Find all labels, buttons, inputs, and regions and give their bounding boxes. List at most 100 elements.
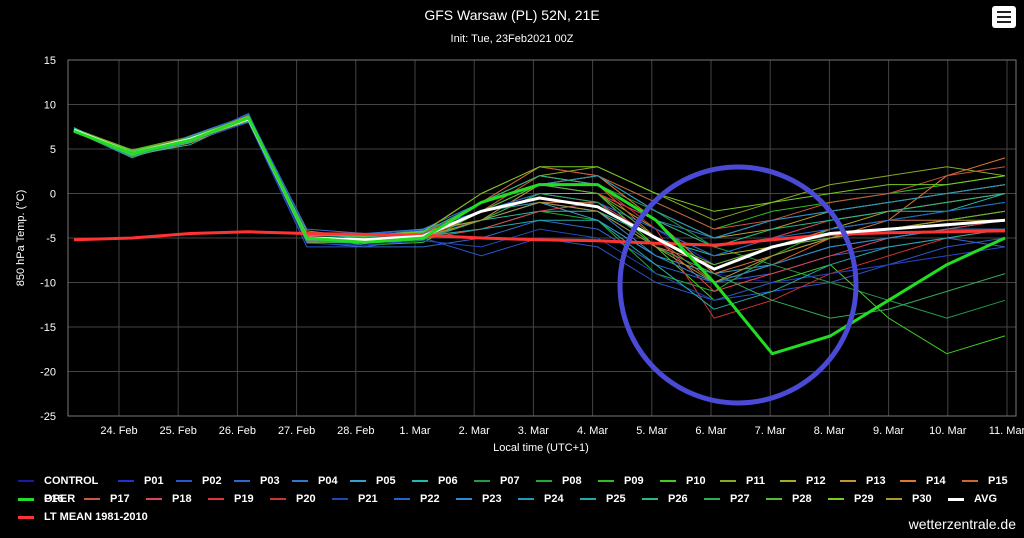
series-line-p07	[73, 120, 1006, 319]
legend-item-p08[interactable]: P08	[536, 474, 582, 488]
legend-swatch	[962, 480, 978, 483]
x-tick-label: 8. Mar	[814, 425, 846, 437]
legend-item-p15[interactable]: P15	[962, 474, 1008, 488]
legend-item-p01[interactable]: P01	[118, 474, 164, 488]
legend-item-p29[interactable]: P29	[828, 492, 874, 506]
legend-item-p14[interactable]: P14	[900, 474, 946, 488]
legend-label: OPER	[44, 493, 76, 505]
y-axis-ticks: 15 10 5 0 -5 -10 -15 -20 -25	[40, 55, 56, 423]
legend-item-p09[interactable]: P09	[598, 474, 644, 488]
series-line-p17	[73, 118, 1006, 238]
legend-item-p07[interactable]: P07	[474, 474, 520, 488]
legend-label: P16	[44, 493, 64, 505]
series-line-p28	[73, 119, 1006, 266]
x-tick-label: 1. Mar	[399, 425, 431, 437]
legend-item-p04[interactable]: P04	[292, 474, 338, 488]
legend-item-p19[interactable]: P19	[208, 492, 254, 506]
x-tick-label: 7. Mar	[755, 425, 787, 437]
x-tick-label: 9. Mar	[873, 425, 905, 437]
legend-label: P03	[260, 475, 280, 487]
y-tick-label: -15	[40, 322, 56, 334]
x-tick-label: 2. Mar	[459, 425, 491, 437]
legend-item-control[interactable]: CONTROL	[18, 474, 98, 488]
series-line-p06	[73, 116, 1006, 257]
legend-item-oper[interactable]: OPER	[18, 492, 75, 506]
y-tick-label: -20	[40, 367, 56, 379]
legend-item-p02[interactable]: P02	[176, 474, 222, 488]
x-tick-label: 6. Mar	[695, 425, 727, 437]
series-line-p30	[73, 120, 1005, 283]
legend-item-p23[interactable]: P23	[456, 492, 502, 506]
y-tick-label: -25	[40, 411, 56, 423]
legend-item-p21[interactable]: P21	[332, 492, 378, 506]
y-tick-label: -10	[40, 278, 56, 290]
legend-item-p22[interactable]: P22	[394, 492, 440, 506]
legend-label: P02	[202, 475, 222, 487]
legend-item-p27[interactable]: P27	[704, 492, 750, 506]
legend-item-avg[interactable]: AVG	[948, 492, 997, 506]
legend-item-p18[interactable]: P18	[146, 492, 192, 506]
legend-label: P12	[806, 475, 826, 487]
chart-title: GFS Warsaw (PL) 52N, 21E	[424, 7, 600, 23]
annotation-circle	[617, 164, 859, 406]
legend-label: P07	[500, 475, 520, 487]
legend-item-p06[interactable]: P06	[412, 474, 458, 488]
legend-label: LT MEAN 1981-2010	[44, 511, 148, 523]
legend-item-p12[interactable]: P12	[780, 474, 826, 488]
x-tick-label: 5. Mar	[636, 425, 668, 437]
series-line-p01	[73, 117, 1006, 266]
legend-swatch	[234, 480, 250, 483]
legend-label: P13	[866, 475, 886, 487]
legend-item-p11[interactable]: P11	[720, 474, 765, 488]
legend-swatch	[536, 480, 552, 483]
series-line-p23	[73, 118, 1005, 283]
legend-label: P30	[912, 493, 932, 505]
legend-item-lt-mean-1981-2010[interactable]: LT MEAN 1981-2010	[18, 510, 148, 524]
y-tick-label: -5	[46, 233, 56, 245]
legend-item-p24[interactable]: P24	[518, 492, 564, 506]
x-axis-label: Local time (UTC+1)	[493, 442, 589, 454]
legend-item-p10[interactable]: P10	[660, 474, 706, 488]
legend-label: P27	[730, 493, 750, 505]
legend-label: P15	[988, 475, 1008, 487]
legend-label: CONTROL	[44, 475, 99, 487]
legend-swatch	[840, 480, 856, 483]
x-tick-label: 10. Mar	[929, 425, 967, 437]
legend-item-p03[interactable]: P03	[234, 474, 280, 488]
legend-swatch	[766, 498, 782, 501]
x-tick-label: 28. Feb	[337, 425, 374, 437]
hamburger-menu-icon[interactable]	[992, 6, 1016, 28]
legend-swatch	[84, 498, 100, 501]
legend-swatch	[292, 480, 308, 483]
plot-area-frame	[67, 59, 1017, 417]
legend-item-p28[interactable]: P28	[766, 492, 812, 506]
legend-swatch	[18, 497, 34, 501]
legend-item-p20[interactable]: P20	[270, 492, 316, 506]
legend-swatch	[146, 498, 162, 501]
legend-item-p25[interactable]: P25	[580, 492, 626, 506]
legend-swatch	[394, 498, 410, 501]
legend-item-p30[interactable]: P30	[886, 492, 932, 506]
y-tick-label: 0	[50, 189, 56, 201]
x-tick-label: 4. Mar	[577, 425, 609, 437]
legend-swatch	[660, 480, 676, 483]
series-line-p20	[73, 115, 1006, 319]
x-tick-label: 26. Feb	[219, 425, 256, 437]
legend-swatch	[704, 498, 720, 501]
legend-swatch	[18, 515, 34, 519]
legend-item-p05[interactable]: P05	[350, 474, 396, 488]
legend-item-p17[interactable]: P17	[84, 492, 130, 506]
series-line-oper	[73, 116, 1006, 356]
series-line-p18	[73, 116, 1006, 292]
legend-swatch	[208, 498, 224, 501]
series-line-p10	[73, 115, 1006, 355]
legend-item-p26[interactable]: P26	[642, 492, 688, 506]
legend-swatch	[598, 480, 614, 483]
x-tick-label: 11. Mar	[989, 425, 1024, 437]
legend-swatch	[580, 498, 596, 501]
legend-item-p13[interactable]: P13	[840, 474, 886, 488]
x-tick-label: 3. Mar	[518, 425, 550, 437]
credit-text: wetterzentrale.de	[908, 516, 1016, 532]
legend-label: P29	[854, 493, 874, 505]
